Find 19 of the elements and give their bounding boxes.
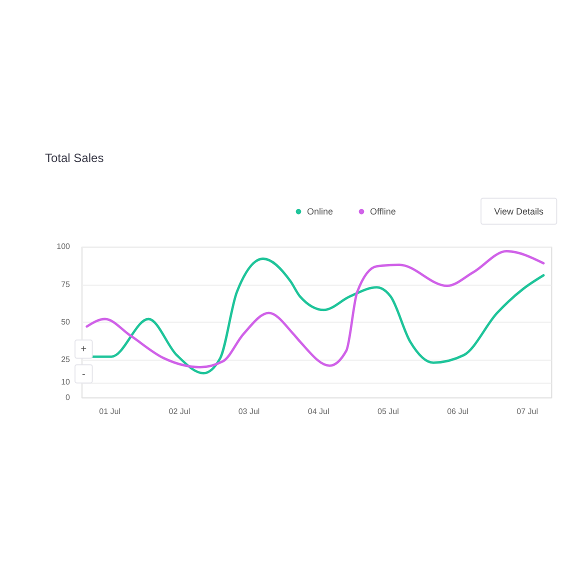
annotation: -	[82, 368, 86, 380]
y-tick-label: 25	[61, 355, 71, 364]
x-tick-label: 06 Jul	[447, 406, 469, 416]
y-tick-label: 100	[56, 242, 71, 252]
x-tick-label: 07 Jul	[516, 406, 538, 416]
x-tick-label: 05 Jul	[377, 406, 400, 416]
chart-title: Total Sales	[45, 150, 104, 165]
x-tick-label: 02 Jul	[168, 406, 190, 416]
legend-label: Online	[307, 206, 334, 217]
x-tick-label: 03 Jul	[238, 406, 260, 416]
annotation: +	[80, 344, 87, 356]
y-tick-label: 75	[61, 280, 71, 289]
y-tick-label: 50	[61, 318, 71, 326]
text: View Details	[494, 206, 544, 216]
y-tick-label: 0	[66, 392, 71, 402]
y-tick-label: 10	[61, 378, 71, 387]
x-tick-label: 01 Jul	[99, 406, 121, 416]
legend-label: Offline	[370, 206, 396, 217]
x-tick-label: 04 Jul	[308, 406, 330, 416]
